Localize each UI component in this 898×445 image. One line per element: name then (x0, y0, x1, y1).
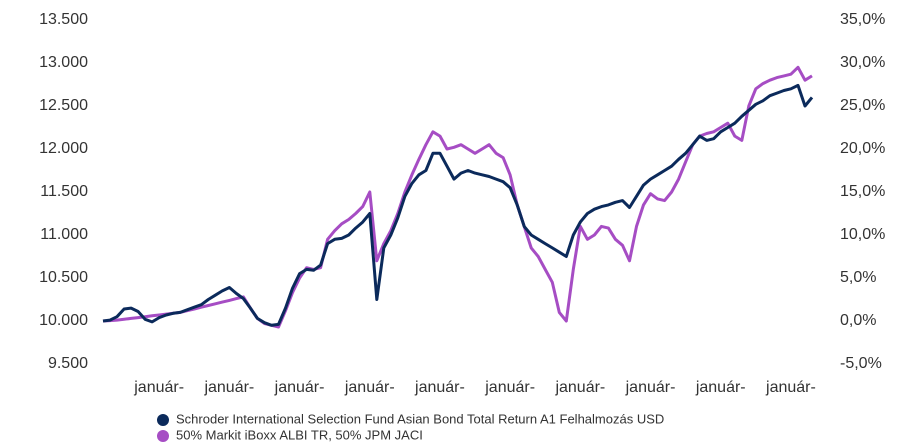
y2-tick-label: 5,0% (840, 269, 876, 286)
x-tick-label: január- (625, 379, 676, 396)
y-tick-label: 9.500 (48, 355, 88, 372)
x-tick-label: január- (484, 379, 535, 396)
legend-label: 50% Markit iBoxx ALBI TR, 50% JPM JACI (176, 427, 423, 442)
y-tick-label: 11.000 (40, 226, 88, 243)
y-tick-label: 10.000 (39, 312, 88, 329)
y2-tick-label: 10,0% (840, 226, 885, 243)
series-line (102, 83, 814, 327)
y-tick-label: 12.500 (39, 97, 88, 114)
y2-tick-label: 15,0% (840, 183, 885, 200)
x-tick-label: január- (133, 379, 184, 396)
y-tick-label: 12.000 (39, 140, 88, 157)
y2-tick-label: 35,0% (840, 11, 885, 28)
y-tick-label: 13.000 (39, 54, 88, 71)
y2-tick-label: 20,0% (840, 140, 885, 157)
y2-tick-label: 30,0% (840, 54, 885, 71)
x-tick-label: január- (203, 379, 254, 396)
x-tick-label: január- (344, 379, 395, 396)
x-tick-label: január- (695, 379, 746, 396)
legend-marker (157, 414, 169, 426)
x-tick-label: január- (414, 379, 465, 396)
y2-tick-label: 25,0% (840, 97, 885, 114)
y2-tick-label: -5,0% (840, 355, 882, 372)
x-tick-label: január- (765, 379, 816, 396)
series-line (102, 65, 813, 329)
legend-label: Schroder International Selection Fund As… (176, 411, 664, 426)
x-tick-label: január- (274, 379, 325, 396)
y-tick-label: 13.500 (39, 11, 88, 28)
legend-marker (157, 430, 169, 442)
y2-tick-label: 0,0% (840, 312, 876, 329)
y-tick-label: 11.500 (40, 183, 88, 200)
y-tick-label: 10.500 (39, 269, 88, 286)
x-tick-label: január- (554, 379, 605, 396)
